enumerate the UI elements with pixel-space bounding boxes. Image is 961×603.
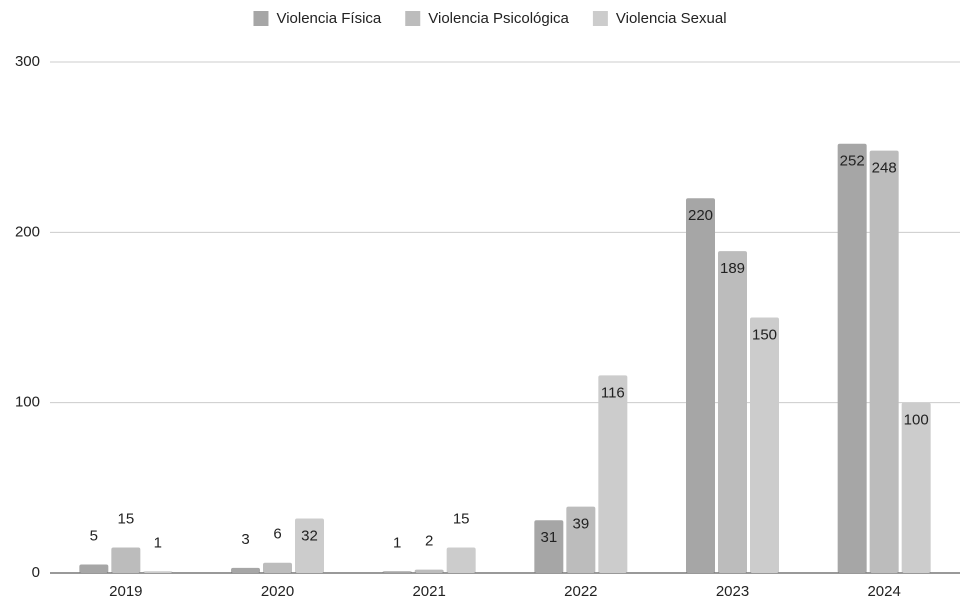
legend-label: Violencia Psicológica — [428, 10, 569, 27]
data-label: 220 — [688, 207, 713, 224]
data-label: 100 — [904, 412, 929, 429]
x-tick-label: 2022 — [564, 583, 597, 600]
bar — [534, 520, 564, 573]
data-label: 252 — [840, 153, 865, 170]
bar — [686, 198, 715, 573]
data-label: 15 — [117, 510, 134, 527]
bar — [263, 562, 292, 573]
data-label: 1 — [393, 534, 401, 551]
bar — [143, 571, 173, 573]
x-tick-label: 2024 — [867, 583, 900, 600]
data-label: 189 — [720, 260, 745, 277]
data-label: 248 — [872, 160, 897, 177]
bar — [598, 375, 628, 573]
legend-label: Violencia Sexual — [616, 10, 727, 27]
data-label: 2 — [425, 533, 433, 550]
bar — [231, 567, 260, 573]
data-label: 5 — [90, 527, 98, 544]
bar — [446, 547, 476, 573]
data-label: 150 — [752, 326, 777, 343]
y-tick-label: 200 — [15, 223, 40, 240]
legend-swatch — [405, 11, 421, 26]
bar — [718, 251, 747, 573]
data-label: 32 — [301, 527, 318, 544]
bar — [111, 547, 141, 573]
bar — [566, 506, 596, 573]
bar — [79, 564, 109, 573]
bar — [295, 518, 324, 573]
data-label: 15 — [453, 510, 470, 527]
data-label: 116 — [601, 384, 625, 401]
x-tick-label: 2020 — [261, 583, 294, 600]
bar — [901, 402, 931, 573]
data-label: 39 — [572, 516, 589, 533]
data-label: 3 — [241, 531, 249, 548]
legend-swatch — [592, 11, 608, 26]
bar — [750, 317, 779, 573]
y-tick-label: 0 — [32, 564, 40, 581]
data-label: 31 — [540, 529, 557, 546]
bar — [837, 143, 867, 573]
bar — [382, 571, 412, 573]
x-tick-label: 2019 — [109, 583, 142, 600]
bar — [414, 569, 444, 573]
bar — [869, 150, 899, 573]
x-tick-label: 2021 — [412, 583, 445, 600]
y-tick-label: 100 — [15, 394, 40, 411]
legend-swatch — [253, 11, 269, 26]
x-tick-label: 2023 — [716, 583, 749, 600]
data-label: 6 — [273, 526, 281, 543]
y-tick-label: 300 — [15, 53, 40, 70]
data-label: 1 — [154, 534, 162, 551]
legend-label: Violencia Física — [276, 10, 381, 27]
